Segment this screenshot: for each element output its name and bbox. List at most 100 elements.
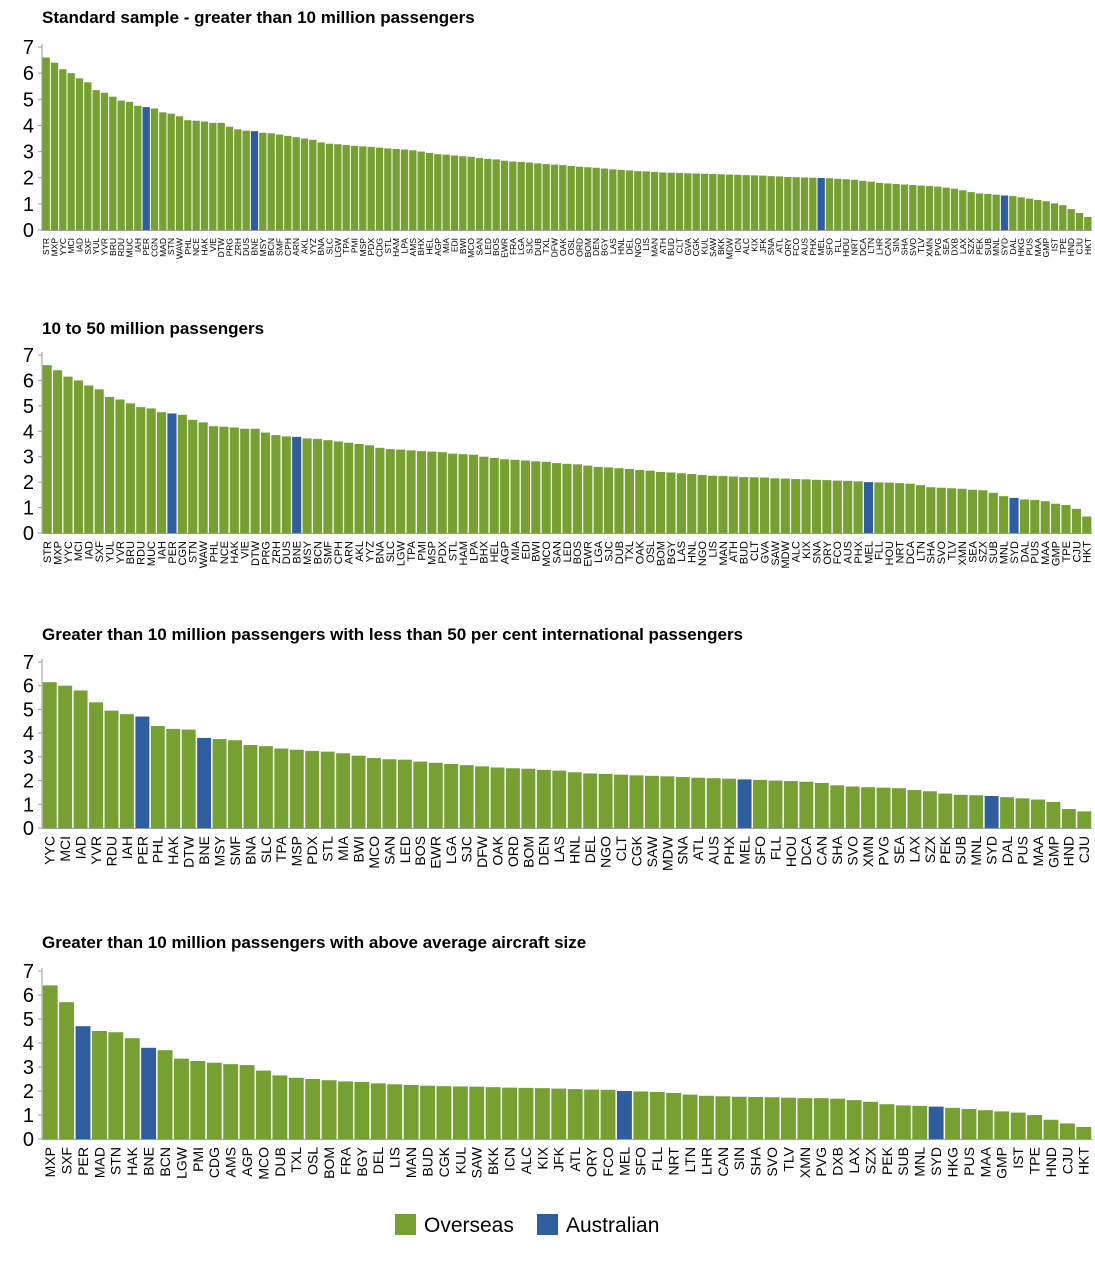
- x-tick-label: MCO: [255, 1147, 271, 1180]
- x-tick-label: YVR: [88, 836, 104, 865]
- bar-phl: [150, 726, 165, 828]
- y-tick-label: 4: [23, 723, 34, 745]
- bar-kix: [801, 479, 811, 533]
- bar-dfw: [550, 164, 559, 230]
- bar-gmp: [1046, 801, 1061, 828]
- bar-txl: [542, 164, 550, 230]
- x-tick-label: HND: [1061, 836, 1077, 866]
- bar-ory: [822, 480, 832, 533]
- x-tick-label: MSY: [211, 835, 227, 866]
- x-tick-label: DTW: [216, 238, 226, 257]
- x-tick-label: CDG: [374, 238, 384, 257]
- bar-hnd: [1061, 809, 1076, 828]
- x-tick-label: LAX: [906, 835, 922, 862]
- y-tick-label: 4: [23, 1033, 34, 1055]
- bar-sha: [748, 1097, 764, 1139]
- bar-ngo: [598, 773, 613, 828]
- x-tick-label: LED: [397, 836, 413, 863]
- bar-cdg: [206, 1062, 222, 1139]
- x-tick-label: LIS: [707, 541, 719, 558]
- x-tick-label: HAK: [199, 238, 209, 256]
- x-tick-label: BCN: [266, 238, 276, 256]
- x-tick-label: BOS: [572, 541, 584, 564]
- x-tick-label: PUS: [961, 1147, 977, 1176]
- x-tick-label: SMF: [274, 238, 284, 256]
- x-tick-label: XMN: [860, 836, 876, 867]
- x-tick-label: MAA: [1030, 835, 1046, 866]
- bar-bwi: [531, 461, 541, 533]
- x-tick-label: CAN: [883, 238, 893, 256]
- x-tick-label: MAD: [91, 1147, 107, 1178]
- bar-ewr: [500, 160, 509, 230]
- bar-saw: [770, 478, 780, 533]
- chart-title: Greater than 10 million passengers with …: [42, 625, 743, 644]
- x-tick-label: CGK: [691, 238, 701, 257]
- bar-bgy: [666, 472, 676, 533]
- x-tick-label: SVO: [908, 238, 918, 256]
- bar-svo: [936, 487, 946, 533]
- x-tick-label: HEL: [489, 541, 501, 562]
- bar-ltn: [867, 181, 875, 230]
- bar-mci: [58, 685, 73, 828]
- x-tick-label: TXL: [541, 238, 551, 254]
- chart-legend: Overseas Australian: [395, 1214, 659, 1237]
- x-tick-label: EWR: [583, 541, 595, 567]
- bar-mxp: [42, 985, 58, 1139]
- bar-led: [397, 759, 412, 828]
- x-tick-label: HAK: [165, 835, 181, 864]
- x-tick-label: CLT: [613, 836, 629, 862]
- bar-mco: [541, 461, 551, 533]
- bar-mnl: [999, 496, 1009, 533]
- x-tick-label: CGK: [628, 835, 644, 866]
- x-tick-label: DXB: [830, 1147, 846, 1176]
- x-tick-label: LTN: [866, 238, 876, 253]
- x-tick-label: LGW: [173, 1146, 189, 1179]
- bar-iad: [73, 690, 88, 828]
- x-tick-label: FLL: [767, 836, 783, 860]
- x-tick-label: RDU: [136, 541, 148, 565]
- x-tick-label: MIA: [441, 238, 451, 253]
- bar-hnl: [687, 474, 697, 533]
- bar-tpa: [406, 450, 416, 533]
- x-tick-label: BOM: [583, 238, 593, 257]
- chart-title: Standard sample - greater than 10 millio…: [42, 8, 475, 27]
- bar-ewr: [428, 762, 443, 828]
- x-tick-label: FCO: [832, 541, 844, 565]
- x-tick-label: ATL: [690, 836, 706, 861]
- x-tick-label: YUL: [91, 238, 101, 255]
- bar-cju: [1077, 811, 1092, 828]
- bar-man: [718, 476, 728, 533]
- bar-cju: [1059, 1123, 1075, 1139]
- x-tick-label: ALC: [518, 1147, 534, 1174]
- x-tick-label: SZX: [922, 835, 938, 863]
- bar-man: [403, 1085, 419, 1139]
- bar-hnd: [1067, 209, 1075, 230]
- bar-del: [625, 170, 634, 230]
- bar-ltn: [682, 1094, 698, 1139]
- bar-phx: [853, 481, 863, 533]
- x-tick-label: BGY: [666, 540, 678, 564]
- x-tick-label: SAW: [770, 540, 782, 565]
- x-tick-label: DEN: [591, 238, 601, 256]
- x-tick-label: PEK: [937, 835, 953, 864]
- x-tick-label: LPA: [468, 540, 480, 561]
- x-tick-label: PVG: [813, 1147, 829, 1177]
- bar-stn: [167, 113, 175, 230]
- bar-lax: [907, 790, 922, 828]
- bar-szx: [922, 791, 937, 828]
- x-tick-label: LGW: [396, 540, 408, 566]
- x-tick-label: DXB: [949, 238, 959, 256]
- bar-ngo: [697, 475, 707, 533]
- bar-xmn: [957, 488, 967, 533]
- bar-bhx: [479, 456, 489, 533]
- x-tick-label: HKG: [1016, 238, 1026, 256]
- x-tick-label: KUL: [699, 238, 709, 255]
- x-tick-label: BWI: [458, 238, 468, 254]
- bar-san: [382, 759, 397, 828]
- x-tick-label: SZX: [862, 1146, 878, 1174]
- x-tick-label: PMI: [349, 238, 359, 253]
- bar-xmn: [797, 1098, 813, 1139]
- x-tick-label: SLC: [324, 238, 334, 255]
- x-tick-label: LGA: [593, 540, 605, 563]
- bar-sfo: [825, 178, 834, 230]
